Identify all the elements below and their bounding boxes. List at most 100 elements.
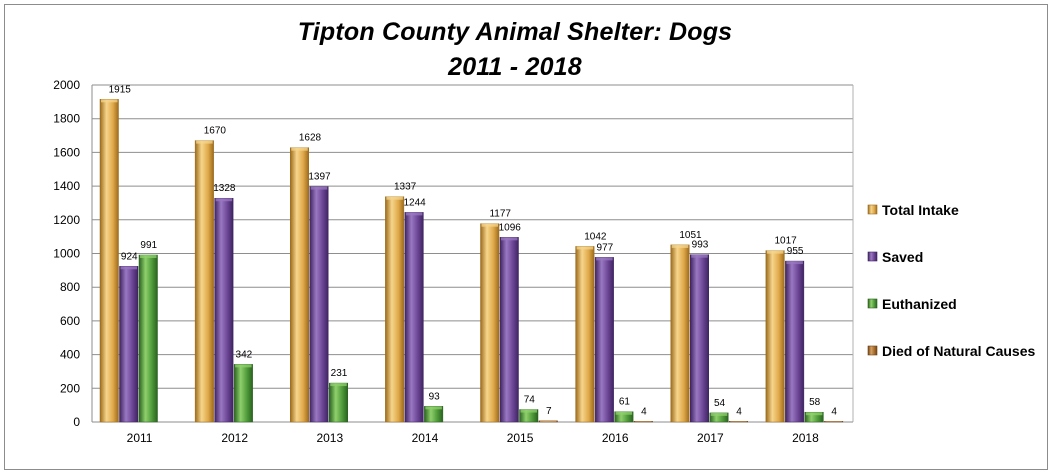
x-tick-label: 2018	[792, 431, 819, 445]
y-tick-label: 200	[60, 381, 80, 395]
bar-total-intake-2014	[385, 196, 405, 423]
chart-frame	[4, 4, 1048, 470]
data-label: 1628	[299, 133, 322, 144]
data-label: 924	[121, 251, 138, 262]
legend: Total Intake Saved Euthanized Died of Natur…	[867, 202, 1035, 359]
bar-cap	[671, 244, 689, 248]
bar-cap	[576, 246, 594, 250]
bar-saved-2017	[690, 254, 709, 423]
data-label: 1915	[109, 84, 132, 95]
data-label: 993	[692, 240, 709, 251]
bar-euthanized-2012	[233, 364, 253, 423]
data-label: 1042	[584, 231, 607, 242]
data-label: 1244	[404, 197, 427, 208]
data-label: 58	[809, 397, 821, 408]
bar-cap	[596, 257, 613, 261]
legend-swatch	[867, 298, 878, 309]
data-label: 7	[546, 406, 552, 417]
bar-cap	[766, 250, 784, 254]
bar-cap	[615, 411, 633, 415]
bar-cap	[235, 364, 252, 368]
y-axis: 0 200 400 600 800 1000 1200 1400 1600 1800 2000	[53, 78, 854, 429]
bar-cap	[405, 212, 423, 216]
bar-total-intake-2013	[290, 147, 309, 423]
bar-total-intake-2016	[575, 246, 595, 423]
bar-saved-2011	[119, 266, 139, 423]
bar-euthanized-2011	[138, 254, 158, 423]
legend-label: Saved	[882, 249, 923, 265]
bar-euthanized-2013	[329, 382, 348, 423]
bar-total-intake-2012	[194, 140, 214, 423]
bar-total-intake-2018	[765, 250, 785, 423]
bar-saved-2012	[214, 197, 234, 423]
x-tick-label: 2011	[127, 431, 153, 445]
data-label: 1397	[308, 172, 331, 183]
bar-total-intake-2015	[480, 223, 500, 423]
y-tick-label: 1800	[53, 112, 80, 126]
bar-cap	[710, 412, 728, 416]
data-label: 1096	[499, 222, 522, 233]
y-tick-label: 1600	[53, 145, 80, 159]
data-label: 1017	[775, 236, 798, 247]
legend-swatch	[867, 345, 878, 356]
bar-saved-2018	[785, 260, 805, 423]
bar-saved-2016	[594, 257, 614, 423]
y-tick-label: 0	[73, 415, 80, 429]
bar-cap	[120, 266, 137, 270]
y-tick-label: 1000	[53, 247, 80, 261]
data-label: 61	[619, 397, 631, 408]
bar-cap	[101, 99, 118, 103]
x-tick-label: 2013	[316, 431, 343, 445]
bar-saved-2015	[499, 237, 519, 423]
bar-cap	[805, 412, 823, 416]
bar-cap	[310, 186, 328, 190]
chart-title: Tipton County Animal Shelter: Dogs	[297, 18, 733, 46]
y-tick-label: 1200	[53, 213, 80, 227]
bar-cap	[291, 147, 308, 151]
data-label: 1670	[204, 126, 227, 137]
bar-cap	[520, 409, 537, 413]
bar-cap	[196, 140, 213, 144]
bar-saved-2014	[404, 212, 424, 423]
bar-cap	[140, 255, 157, 259]
bar-total-intake-2017	[670, 244, 690, 423]
bar-saved-2013	[309, 186, 329, 423]
x-axis: 2011 2012 2013 2014 2015 2016 2017 2018	[92, 421, 853, 445]
legend-label: Total Intake	[882, 202, 959, 218]
bar-cap	[540, 420, 557, 422]
bar-total-intake-2011	[99, 99, 119, 423]
bar-cap	[691, 254, 708, 258]
legend-swatch	[867, 204, 878, 215]
data-label: 4	[641, 406, 647, 417]
data-label: 74	[524, 395, 536, 406]
bar-cap	[635, 421, 652, 422]
x-tick-label: 2014	[412, 431, 439, 445]
legend-swatch	[867, 251, 878, 262]
bar-cap	[330, 383, 347, 387]
x-tick-label: 2015	[507, 431, 534, 445]
data-label: 342	[236, 349, 253, 360]
data-label: 4	[831, 406, 837, 417]
y-tick-label: 800	[60, 280, 80, 294]
y-tick-label: 2000	[53, 78, 80, 92]
bar-cap	[481, 223, 498, 227]
data-label: 54	[714, 398, 726, 409]
y-tick-label: 400	[60, 348, 80, 362]
data-label: 1328	[213, 183, 236, 194]
data-label: 1051	[679, 230, 702, 241]
data-label: 955	[787, 246, 804, 257]
bar-cap	[501, 237, 518, 241]
data-label: 991	[140, 240, 157, 251]
bar-cap	[730, 421, 747, 422]
data-label: 1177	[489, 209, 511, 220]
bar-cap	[425, 406, 442, 410]
legend-label: Euthanized	[882, 296, 957, 312]
bar-cap	[386, 196, 403, 200]
data-label: 231	[331, 368, 348, 379]
bar-cap	[215, 198, 233, 202]
chart-subtitle: 2011 - 2018	[448, 53, 582, 81]
y-tick-label: 1400	[53, 179, 80, 193]
bar-cap	[825, 421, 842, 422]
